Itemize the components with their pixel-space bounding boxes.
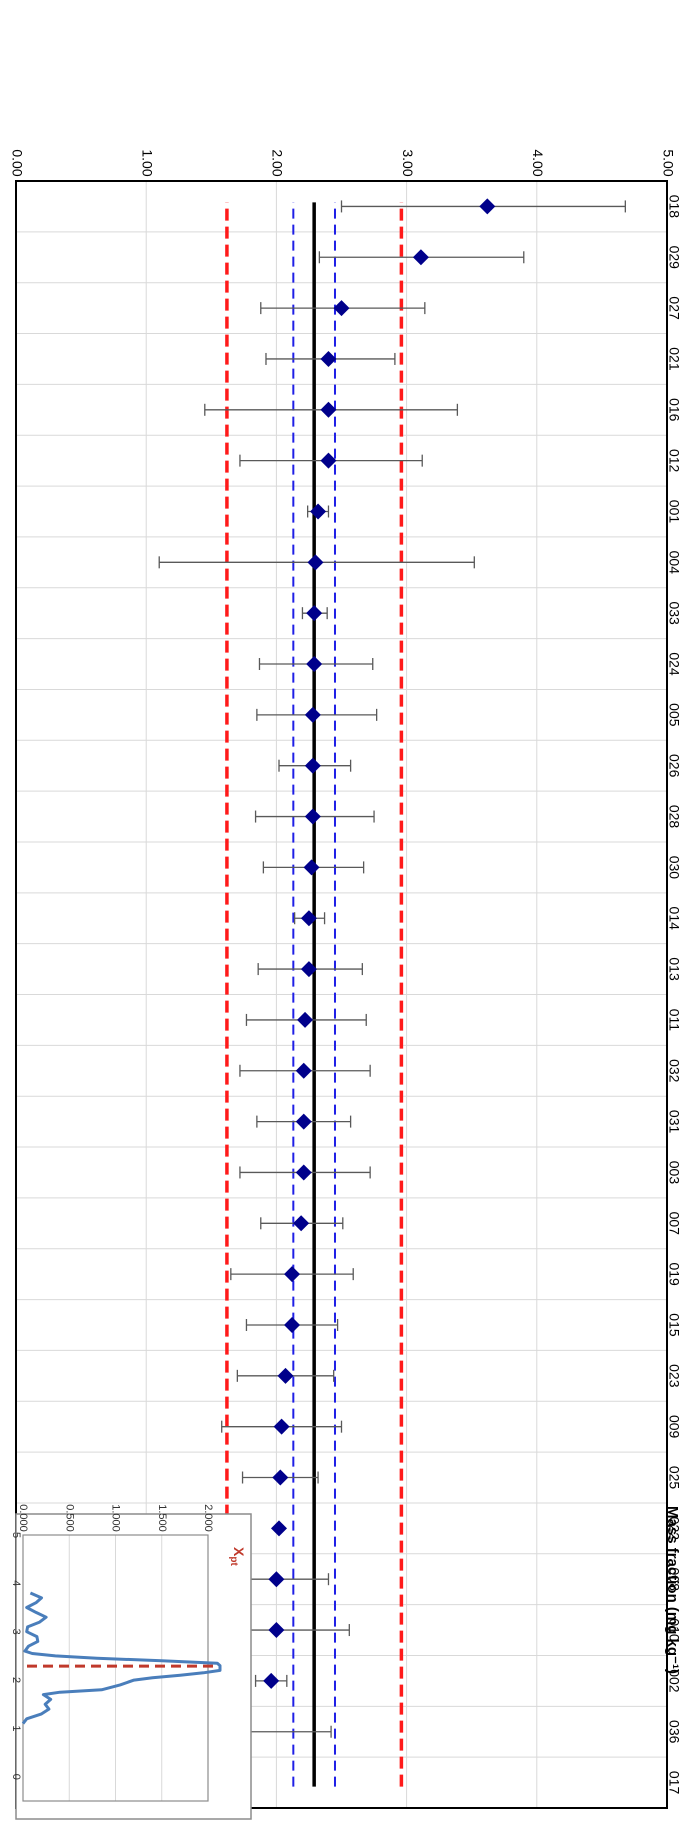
x-tick-labels: 017 036 002 010 008 022 025 009 023 015 019 007 003 0… xyxy=(666,195,682,1795)
x-tick-label: 018 xyxy=(666,195,682,219)
kernel-density-inset: 0.000 0.500 1.000 1.500 2.000 0 1 2 3 4 5 Xpt xyxy=(10,1504,252,1820)
data-point xyxy=(272,1469,289,1486)
x-tick-label: 023 xyxy=(666,1364,682,1388)
data-point xyxy=(310,503,327,520)
y-tick-label: 5.00 xyxy=(660,149,676,176)
x-tick-label: 019 xyxy=(666,1262,682,1286)
x-tick-label: 010 xyxy=(666,1618,682,1642)
inset-plot-frame xyxy=(22,1534,209,1802)
inset-y-tick-label: 0.500 xyxy=(63,1504,75,1532)
x-tick-label: 013 xyxy=(666,957,682,981)
data-point xyxy=(300,961,317,978)
x-tick-label: 016 xyxy=(666,398,682,422)
data-point xyxy=(268,1622,285,1639)
inset-y-tick-label: 2.000 xyxy=(202,1504,214,1532)
inset-y-tick-label: 0.000 xyxy=(17,1504,29,1532)
x-tick-label: 032 xyxy=(666,1059,682,1083)
x-tick-label: 008 xyxy=(666,1568,682,1592)
inset-x-tick-label: 2 xyxy=(10,1677,22,1683)
inset-x-tick-label: 0 xyxy=(10,1774,22,1780)
x-tick-label: 028 xyxy=(666,805,682,829)
data-point xyxy=(304,808,321,825)
data-point xyxy=(277,1367,294,1384)
inset-y-tick-labels: 0.000 0.500 1.000 1.500 2.000 xyxy=(17,1504,214,1532)
data-point xyxy=(295,1164,312,1181)
inset-x-tick-labels: 0 1 2 3 4 5 xyxy=(10,1532,22,1780)
x-tick-label: 014 xyxy=(666,907,682,931)
inset-x-tick-label: 5 xyxy=(10,1532,22,1538)
data-point xyxy=(271,1520,288,1537)
inset-density-curve xyxy=(21,1591,222,1725)
data-point xyxy=(304,757,321,774)
data-point xyxy=(412,249,429,266)
x-tick-label: 012 xyxy=(666,449,682,473)
inset-xpt-label-sub: pt xyxy=(228,1556,239,1566)
data-point xyxy=(306,605,323,622)
inset-x-tick-label: 4 xyxy=(10,1580,22,1586)
main-plot-frame xyxy=(15,180,668,1809)
data-point xyxy=(479,198,496,215)
inset-xpt-label-main: X xyxy=(231,1547,247,1557)
reference-lines xyxy=(225,202,404,1787)
x-tick-label: 026 xyxy=(666,754,682,778)
data-point xyxy=(307,554,324,571)
x-tick-label: 001 xyxy=(666,500,682,524)
main-gridlines xyxy=(16,181,667,1808)
data-point xyxy=(284,1316,301,1333)
inset-y-tick-label: 1.500 xyxy=(156,1504,168,1532)
x-tick-label: 002 xyxy=(666,1669,682,1693)
data-point xyxy=(273,1418,290,1435)
x-tick-label: 015 xyxy=(666,1313,682,1337)
data-point xyxy=(295,1062,312,1079)
data-point xyxy=(263,1672,280,1689)
data-point xyxy=(284,1266,301,1283)
x-tick-label: 009 xyxy=(666,1415,682,1439)
x-tick-label: 031 xyxy=(666,1110,682,1134)
x-tick-label: 027 xyxy=(666,296,682,320)
data-point xyxy=(268,1571,285,1588)
x-tick-label: 024 xyxy=(666,652,682,676)
data-point xyxy=(293,1215,310,1232)
data-point xyxy=(320,452,337,469)
x-tick-label: 004 xyxy=(666,551,682,575)
y-tick-label: 2.00 xyxy=(270,149,286,176)
x-tick-label: 029 xyxy=(666,246,682,270)
x-tick-label: 036 xyxy=(666,1720,682,1744)
inset-x-tick-label: 3 xyxy=(10,1629,22,1635)
data-point xyxy=(300,910,317,927)
x-tick-label: 003 xyxy=(666,1161,682,1185)
y-axis-title: Mass fraction (mg kg⁻¹) xyxy=(664,1506,681,1674)
y-tick-label: 0.00 xyxy=(9,149,25,176)
x-tick-label: 030 xyxy=(666,856,682,880)
y-tick-label: 1.00 xyxy=(139,149,155,176)
y-tick-label: 3.00 xyxy=(400,149,416,176)
inset-y-tick-label: 1.000 xyxy=(110,1504,122,1532)
data-point xyxy=(303,859,320,876)
data-point xyxy=(297,1011,314,1028)
data-point xyxy=(306,656,323,673)
data-point xyxy=(320,350,337,367)
x-tick-label: 007 xyxy=(666,1212,682,1236)
x-tick-label: 017 xyxy=(666,1771,682,1795)
x-tick-label: 021 xyxy=(666,347,682,371)
data-point xyxy=(295,1113,312,1130)
x-tick-label: 005 xyxy=(666,703,682,727)
x-tick-label: 025 xyxy=(666,1466,682,1490)
data-point xyxy=(304,706,321,723)
x-tick-label: 011 xyxy=(666,1009,682,1032)
inset-x-tick-label: 1 xyxy=(10,1725,22,1731)
data-point xyxy=(333,300,350,317)
y-tick-labels: 0.00 1.00 2.00 3.00 4.00 5.00 xyxy=(9,149,676,176)
inset-xpt-label: Xpt xyxy=(228,1547,247,1566)
x-tick-label: 033 xyxy=(666,601,682,625)
data-point xyxy=(320,401,337,418)
y-tick-label: 4.00 xyxy=(530,149,546,176)
x-tick-label: 022 xyxy=(666,1517,682,1541)
